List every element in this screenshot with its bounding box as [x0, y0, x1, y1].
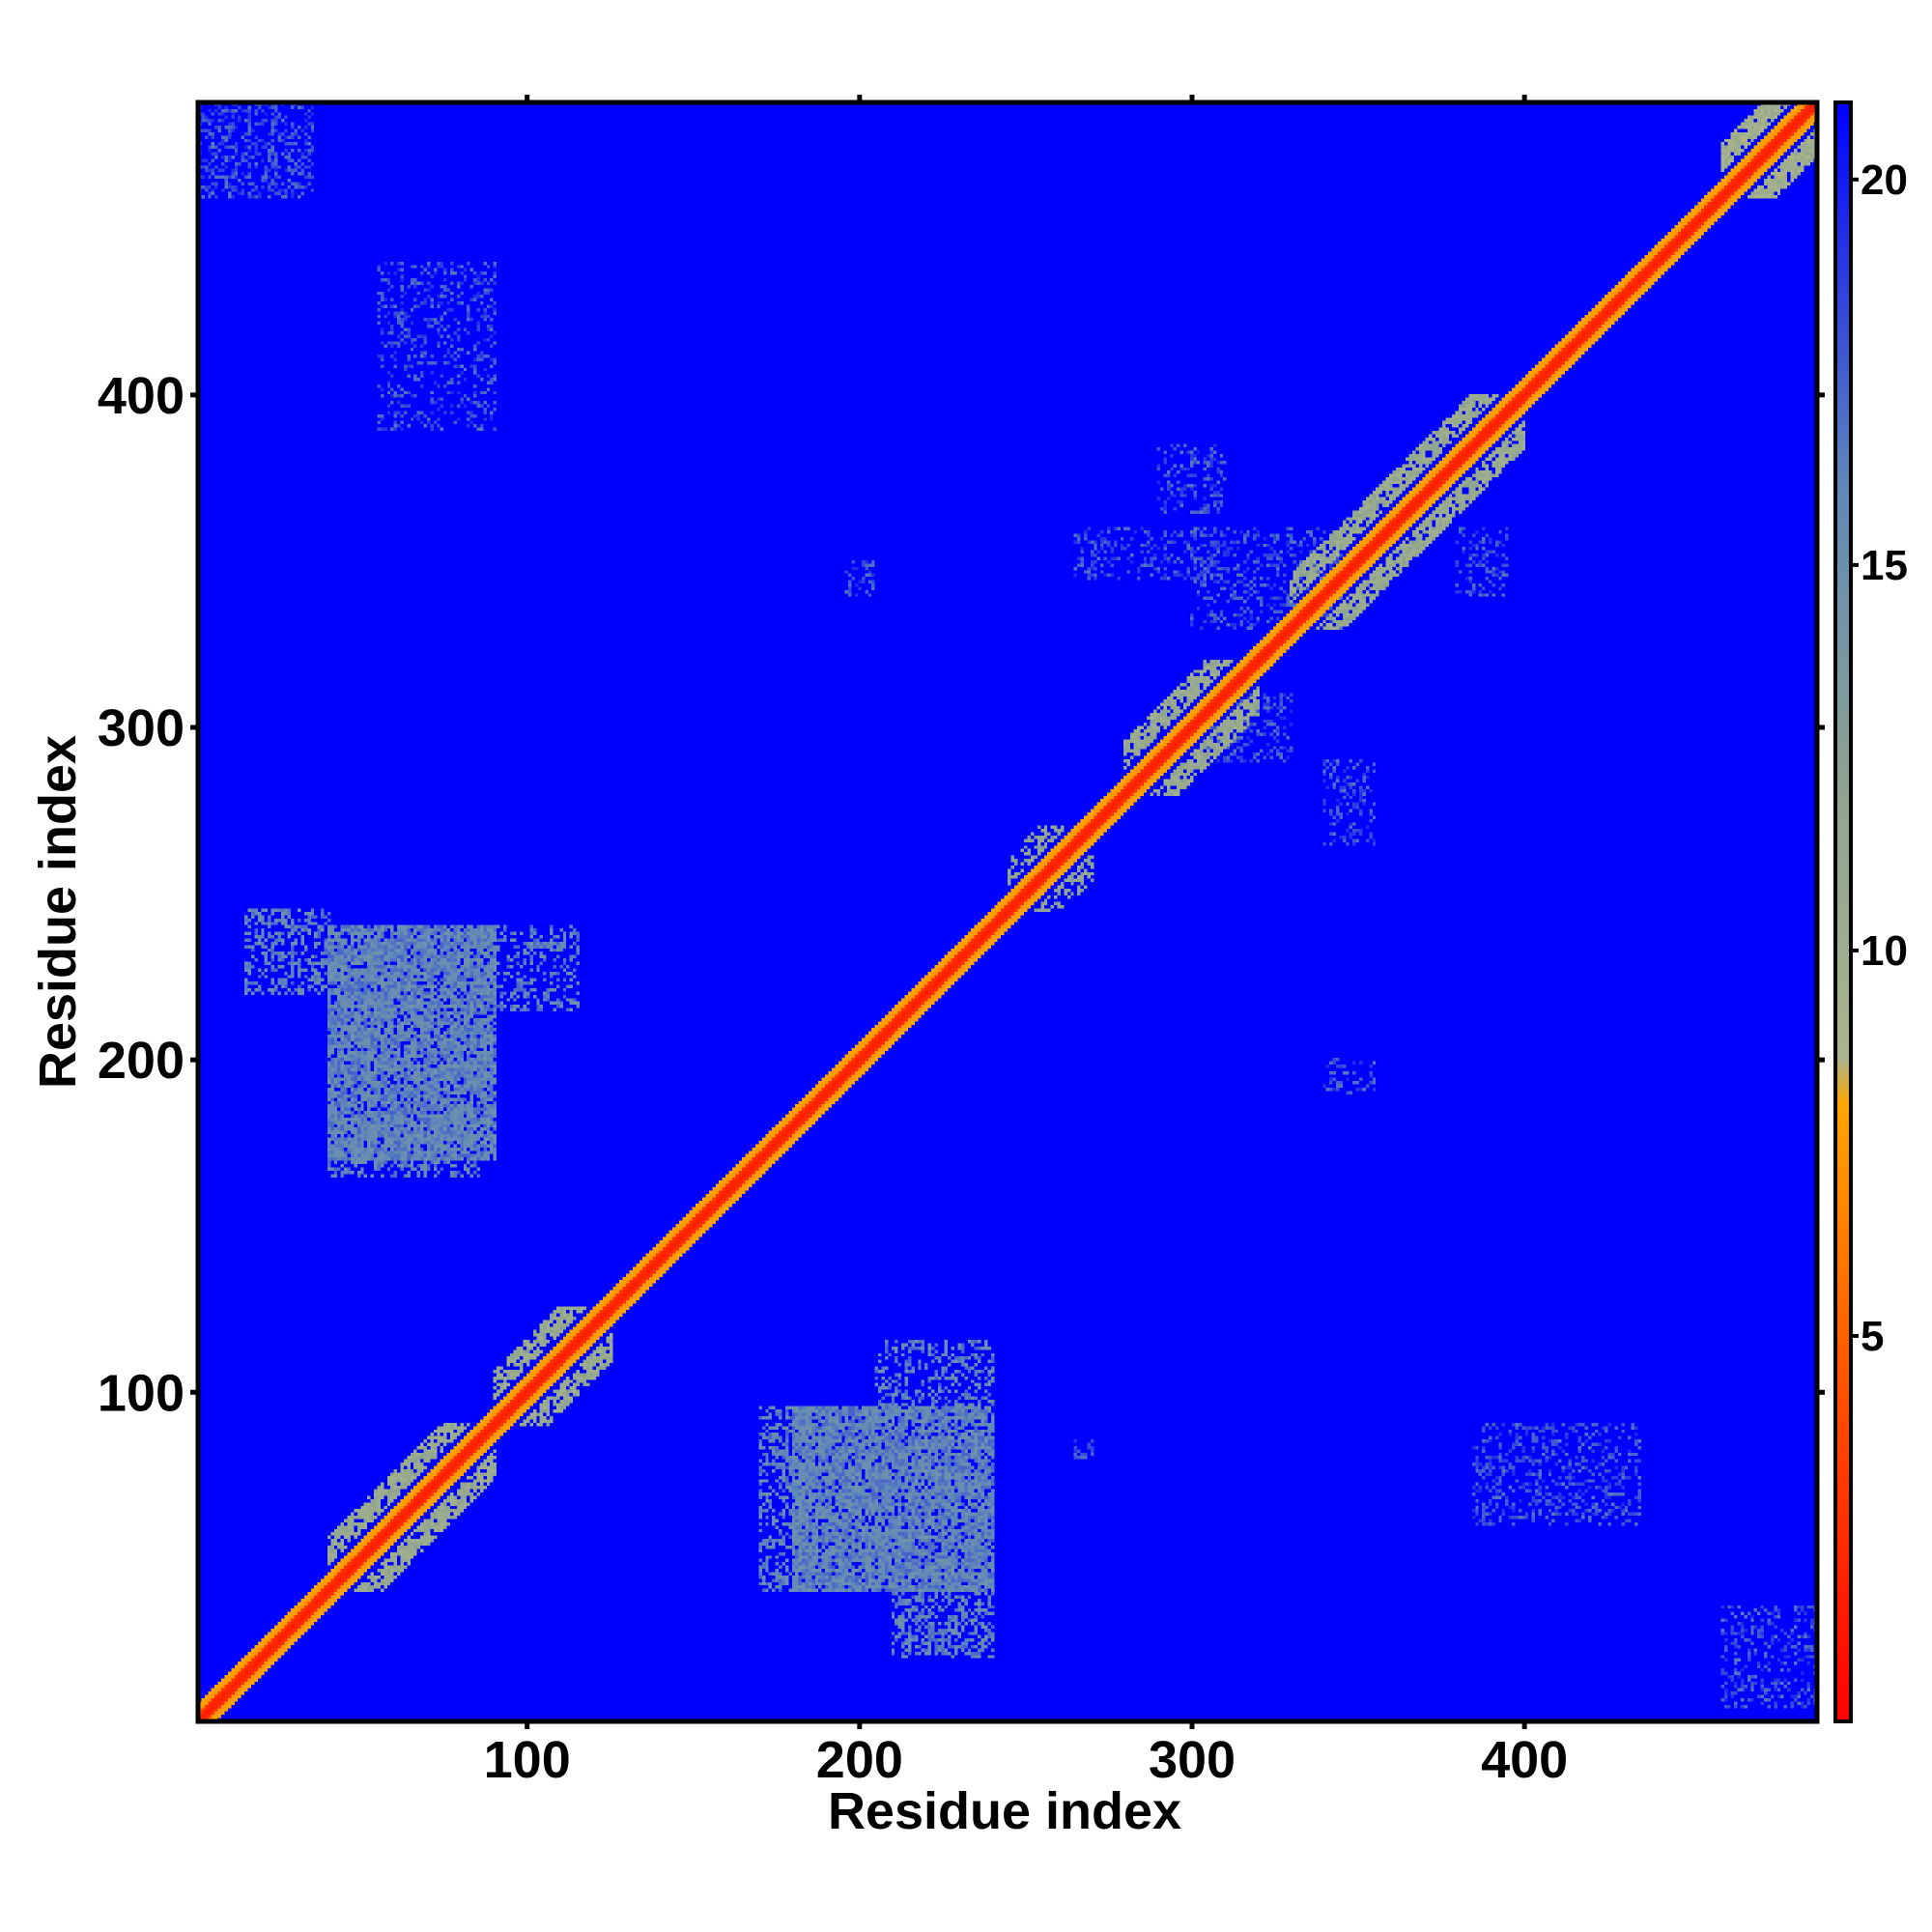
y-tick-label: 400 — [98, 367, 185, 425]
heatmap — [198, 102, 1817, 1721]
plot-frame — [195, 99, 1820, 1724]
y-tick-label: 300 — [98, 699, 185, 757]
colorbar-tick-label: 5 — [1861, 1313, 1884, 1360]
x-tick-label: 200 — [816, 1731, 903, 1789]
colorbar-tick-label: 20 — [1861, 156, 1908, 204]
x-tick-label: 100 — [484, 1731, 571, 1789]
x-axis-title: Residue index — [828, 1782, 1181, 1840]
y-tick-label: 100 — [98, 1364, 185, 1422]
colorbar-tick-label: 10 — [1861, 927, 1908, 975]
y-tick-label: 200 — [98, 1032, 185, 1090]
x-tick-label: 400 — [1481, 1731, 1568, 1789]
colorbar-ticks: 5 10 15 20 — [1851, 156, 1908, 1360]
x-axis: 100 200 300 400 — [484, 95, 1568, 1789]
heatmap-image — [198, 102, 1817, 1721]
y-axis-title: Residue index — [29, 735, 87, 1089]
y-axis: 100 200 300 400 — [98, 367, 1825, 1422]
colorbar-tick-label: 15 — [1861, 542, 1908, 589]
x-tick-label: 300 — [1149, 1731, 1236, 1789]
colorbar: 5 10 15 20 — [1833, 100, 1908, 1723]
colorbar-fill — [1835, 102, 1851, 1721]
colorbar-frame — [1833, 100, 1853, 1723]
